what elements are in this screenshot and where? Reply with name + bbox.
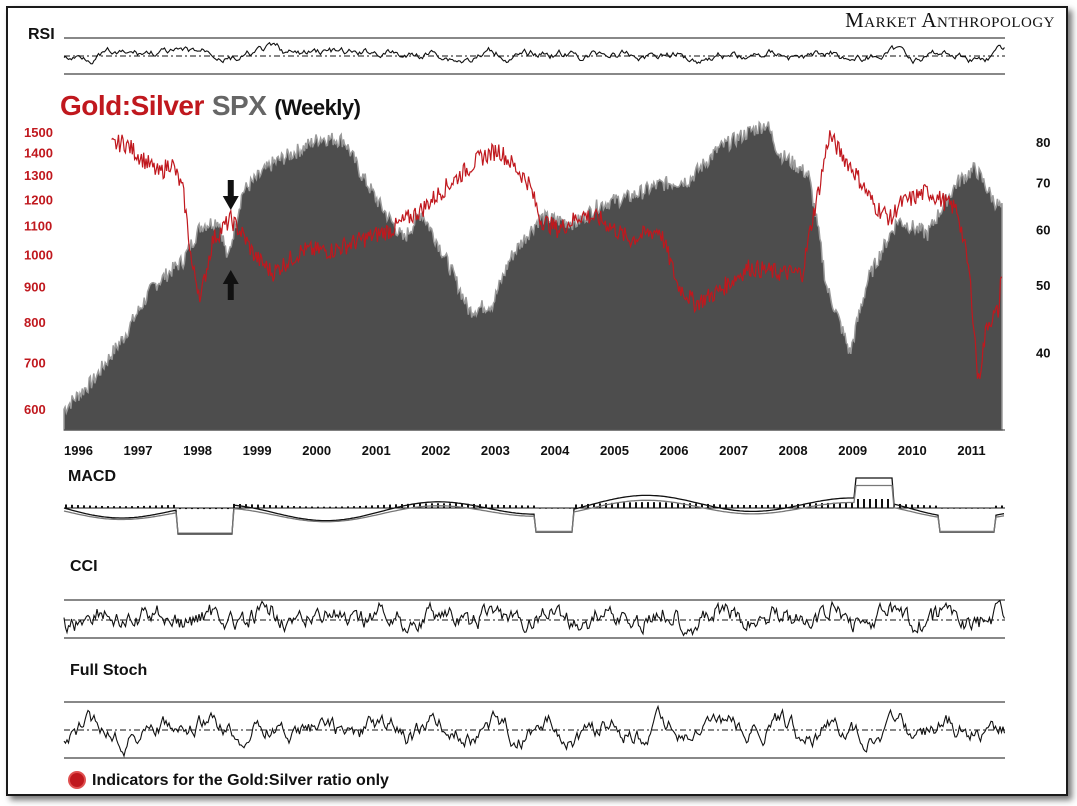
spx-area xyxy=(63,120,1003,431)
stoch-label: Full Stoch xyxy=(70,662,148,679)
x-tick-label: 1997 xyxy=(124,443,153,458)
x-tick-label: 2011 xyxy=(957,443,985,458)
title-spx: SPX xyxy=(211,90,267,121)
brand-label: Market Anthropology xyxy=(845,8,1055,32)
left-tick-label: 1500 xyxy=(24,125,53,140)
right-tick-label: 70 xyxy=(1036,176,1050,191)
macd-signal-line xyxy=(63,484,1005,534)
left-tick-label: 1100 xyxy=(24,219,52,234)
rsi-label: RSI xyxy=(28,26,55,43)
left-tick-label: 600 xyxy=(24,402,46,417)
x-tick-label: 2010 xyxy=(898,443,927,458)
left-tick-label: 800 xyxy=(24,315,46,330)
right-tick-label: 60 xyxy=(1036,222,1050,237)
down-arrow-icon xyxy=(222,180,239,210)
title-gold-silver: Gold:Silver xyxy=(60,90,204,121)
left-tick-label: 1300 xyxy=(24,168,53,183)
right-tick-label: 50 xyxy=(1036,278,1050,293)
x-tick-label: 2004 xyxy=(540,443,570,458)
footnote-text: Indicators for the Gold:Silver ratio onl… xyxy=(92,772,389,789)
x-tick-label: 1999 xyxy=(243,443,272,458)
left-tick-label: 700 xyxy=(24,355,46,370)
up-arrow-icon xyxy=(222,270,239,300)
footnote: Indicators for the Gold:Silver ratio onl… xyxy=(70,772,389,790)
cci-label: CCI xyxy=(70,558,98,575)
x-tick-label: 2006 xyxy=(660,443,689,458)
right-tick-label: 40 xyxy=(1036,346,1050,361)
left-tick-label: 900 xyxy=(24,279,46,294)
left-tick-label: 1000 xyxy=(24,248,53,263)
red-dot-icon xyxy=(70,773,84,787)
stoch-line xyxy=(63,704,1006,758)
x-tick-label: 1998 xyxy=(183,443,212,458)
x-tick-label: 2001 xyxy=(362,443,391,458)
x-tick-label: 2009 xyxy=(838,443,867,458)
macd-line xyxy=(63,477,1005,535)
x-tick-label: 1996 xyxy=(64,443,93,458)
left-tick-label: 1400 xyxy=(24,146,53,161)
x-tick-label: 2002 xyxy=(421,443,450,458)
cci-line xyxy=(63,599,1005,637)
x-tick-label: 2000 xyxy=(302,443,331,458)
right-tick-label: 80 xyxy=(1036,135,1050,150)
rsi-line xyxy=(63,41,1005,65)
x-tick-label: 2003 xyxy=(481,443,510,458)
chart-title: Gold:Silver SPX (Weekly) xyxy=(60,90,361,122)
gold-silver-line xyxy=(111,130,1003,380)
title-period: (Weekly) xyxy=(274,95,361,120)
macd-label: MACD xyxy=(68,468,116,485)
x-tick-label: 2007 xyxy=(719,443,748,458)
x-tick-label: 2008 xyxy=(779,443,808,458)
x-tick-label: 2005 xyxy=(600,443,629,458)
left-tick-label: 1200 xyxy=(24,192,53,207)
